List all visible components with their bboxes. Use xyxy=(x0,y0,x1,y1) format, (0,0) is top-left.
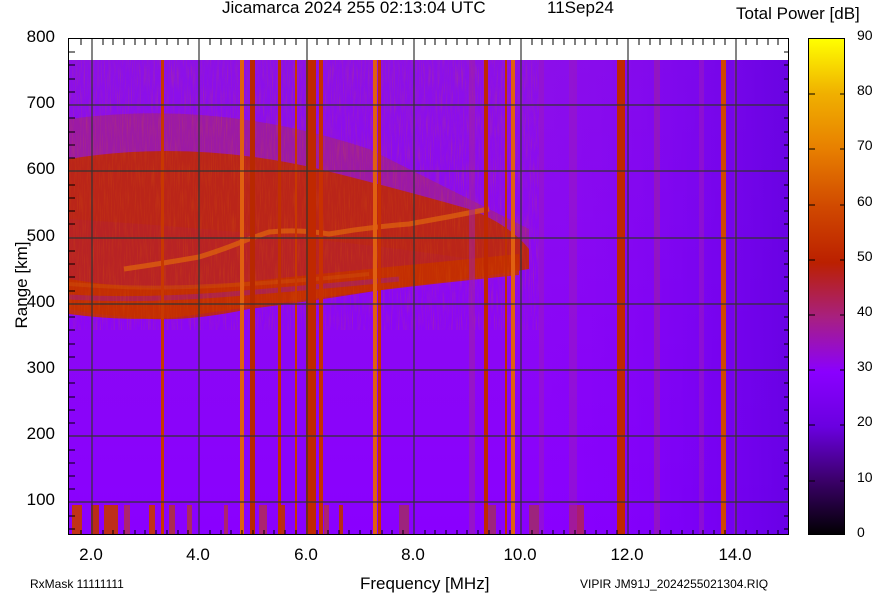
colorbar-tick-label: 90 xyxy=(857,27,873,43)
y-tick-label: 500 xyxy=(26,226,55,245)
colorbar-tick-label: 10 xyxy=(857,469,873,485)
x-tick-label: 2.0 xyxy=(79,545,103,564)
x-tick-label: 14.0 xyxy=(718,545,752,564)
x-tick-label: 4.0 xyxy=(186,545,210,564)
colorbar-tick-label: 30 xyxy=(857,358,873,374)
plot-title: Jicamarca 2024 255 02:13:04 UTC xyxy=(222,0,486,17)
interference-bands xyxy=(161,60,726,534)
colorbar-tick-label: 60 xyxy=(857,193,873,209)
colorbar xyxy=(808,38,845,535)
colorbar-tick-label: 40 xyxy=(857,303,873,319)
ionogram-plot xyxy=(68,38,789,535)
filename-label: VIPIR JM91J_2024255021304.RIQ xyxy=(580,577,769,591)
colorbar-tick-label: 0 xyxy=(857,524,865,540)
y-tick-label: 700 xyxy=(26,93,55,112)
x-axis-label: Frequency [MHz] xyxy=(360,574,490,593)
y-tick-label: 300 xyxy=(26,358,55,377)
grid xyxy=(69,39,788,534)
x-tick-label: 12.0 xyxy=(610,545,644,564)
y-tick-label: 400 xyxy=(26,292,55,311)
x-tick-label: 10.0 xyxy=(503,545,537,564)
colorbar-tick-label: 20 xyxy=(857,413,873,429)
colorbar-tick-label: 70 xyxy=(857,137,873,153)
x-tick-label: 6.0 xyxy=(294,545,318,564)
colorbar-tick-label: 80 xyxy=(857,82,873,98)
y-tick-label: 600 xyxy=(26,159,55,178)
rxmask-label: RxMask 11111111 xyxy=(30,577,124,591)
plot-date: 11Sep24 xyxy=(547,0,614,17)
y-tick-label: 800 xyxy=(26,27,55,46)
colorbar-title: Total Power [dB] xyxy=(736,4,860,23)
colorbar-tick-label: 50 xyxy=(857,248,873,264)
y-tick-label: 100 xyxy=(26,490,55,509)
y-tick-label: 200 xyxy=(26,424,55,443)
ionogram-heatmap xyxy=(69,39,788,534)
x-tick-label: 8.0 xyxy=(401,545,425,564)
